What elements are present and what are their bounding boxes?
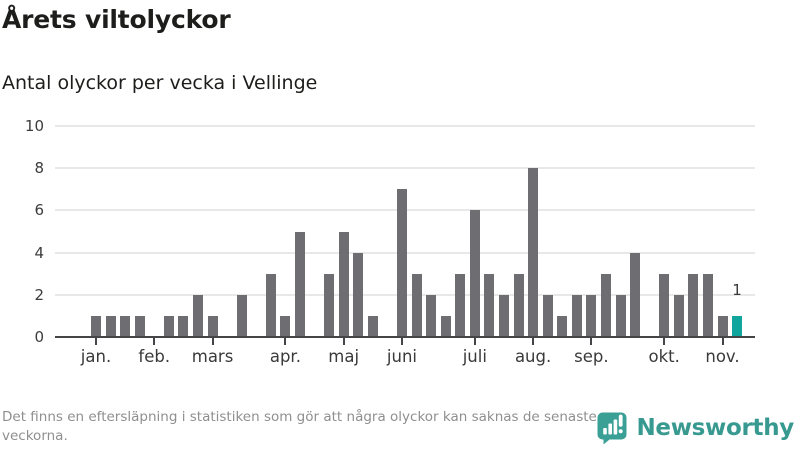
y-tick-label: 2 <box>34 285 44 304</box>
month-label-apr: apr. <box>269 347 301 366</box>
chart-title: Årets viltolyckor <box>2 5 231 34</box>
bar-week-24 <box>426 294 437 337</box>
bar-week-26 <box>455 273 466 337</box>
month-label-jan: jan. <box>80 347 112 366</box>
month-label-nov: nov. <box>705 347 740 366</box>
newsworthy-badge-icon <box>596 411 628 444</box>
bar-week-33 <box>557 315 568 337</box>
y-tick-label: 8 <box>34 159 44 178</box>
bar-week-3 <box>120 315 131 337</box>
bar-week-29 <box>498 294 509 337</box>
y-tick-label: 10 <box>24 117 44 135</box>
bar-week-34 <box>571 294 582 337</box>
bar-week-4 <box>134 315 145 337</box>
bar-week-37 <box>615 294 626 337</box>
x-tick-sep <box>590 338 593 345</box>
gridline-y10 <box>55 125 755 127</box>
bar-week-36 <box>600 273 611 337</box>
bar-week-17 <box>324 273 335 337</box>
month-label-juli: juli <box>462 347 487 366</box>
month-label-sep: sep. <box>574 347 609 366</box>
x-tick-juli <box>473 338 476 345</box>
gridline-y8 <box>55 167 755 170</box>
y-tick-label: 4 <box>34 243 44 262</box>
bar-week-7 <box>178 315 189 337</box>
bar-week-14 <box>280 315 291 337</box>
bar-week-6 <box>163 315 174 337</box>
bar-week-15 <box>294 231 305 337</box>
month-label-juni: juni <box>386 347 418 366</box>
bar-week-19 <box>353 252 364 337</box>
x-tick-apr <box>284 338 287 345</box>
x-tick-mars <box>211 338 214 345</box>
y-tick-label: 6 <box>34 201 44 220</box>
last-bar-value-label: 1 <box>732 280 742 299</box>
bar-week-40 <box>659 273 670 337</box>
bar-week-31 <box>528 168 539 337</box>
newsworthy-logo: Newsworthy <box>596 411 794 444</box>
bar-week-1 <box>91 315 101 337</box>
y-tick-label: 0 <box>34 328 44 346</box>
bar-week-13 <box>265 273 276 337</box>
bar-week-11 <box>236 294 247 337</box>
bar-week-25 <box>440 315 451 337</box>
bar-week-35 <box>586 294 597 337</box>
chart-subtitle: Antal olyckor per vecka i Vellinge <box>2 72 318 94</box>
bar-week-43 <box>702 273 713 337</box>
bar-week-18 <box>338 231 349 337</box>
bar-week-9 <box>207 315 218 337</box>
bar-week-22 <box>396 189 407 337</box>
x-tick-feb <box>153 338 156 345</box>
bar-week-32 <box>542 294 553 337</box>
bar-week-42 <box>688 273 699 337</box>
x-axis-line <box>55 336 755 338</box>
month-label-okt: okt. <box>648 347 680 366</box>
bar-week-44 <box>717 315 728 337</box>
bar-week-23 <box>411 273 422 337</box>
bar-week-28 <box>484 273 495 337</box>
bar-week-27 <box>469 210 480 337</box>
x-tick-okt <box>663 338 666 345</box>
bar-week-41 <box>673 294 684 337</box>
bar-week-45 <box>732 315 743 337</box>
x-tick-aug <box>532 338 535 345</box>
x-tick-jan <box>95 338 97 345</box>
footnote: Det finns en eftersläpning i statistiken… <box>2 409 597 444</box>
month-label-aug: aug. <box>514 347 552 366</box>
bar-week-2 <box>105 315 116 337</box>
bar-chart-plot-area: 0 2 4 6 8 10 1 jan. feb. mars apr. maj juni juli aug. s… <box>25 117 755 366</box>
x-tick-nov <box>721 338 724 345</box>
month-label-mars: mars <box>191 347 234 366</box>
bar-week-38 <box>630 252 641 337</box>
bar-week-8 <box>192 294 203 337</box>
month-label-feb: feb. <box>138 347 171 366</box>
bar-week-30 <box>513 273 524 337</box>
x-tick-maj <box>342 338 345 345</box>
bar-week-20 <box>367 315 378 337</box>
month-label-maj: maj <box>328 347 360 366</box>
x-tick-juni <box>400 338 403 345</box>
brand-name: Newsworthy <box>636 414 794 441</box>
